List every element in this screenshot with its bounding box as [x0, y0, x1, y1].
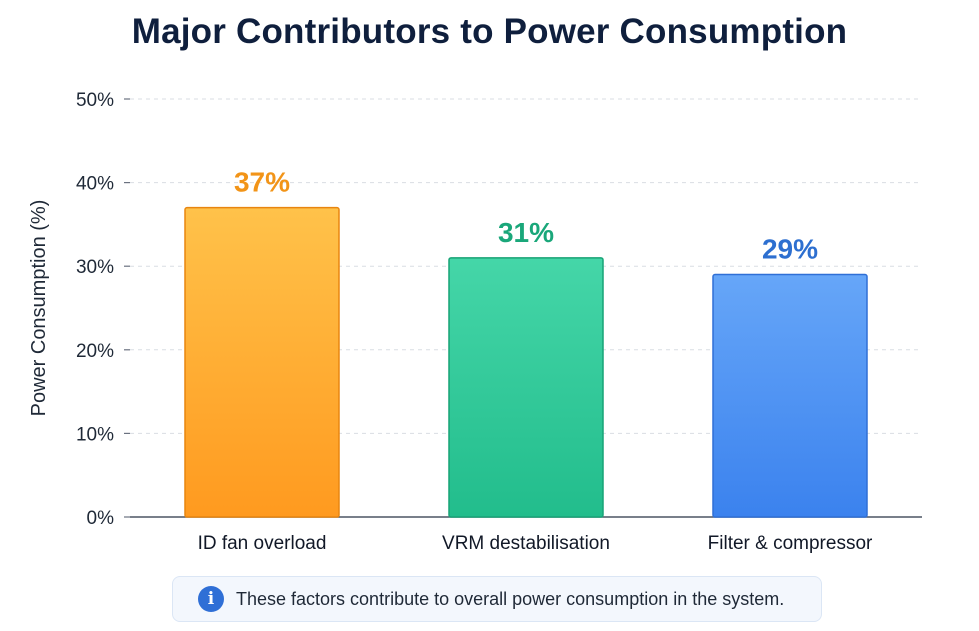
info-note: i These factors contribute to overall po…	[172, 576, 822, 622]
category-label-2: VRM destabilisation	[442, 533, 610, 554]
value-label-1: 37%	[234, 167, 290, 198]
value-label-3: 29%	[762, 234, 818, 265]
bars	[184, 206, 868, 518]
y-axis-ticks: 0% 10% 20% 30% 40% 50%	[76, 90, 130, 529]
chart-title: Major Contributors to Power Consumption	[131, 12, 848, 51]
y-tick-label: 10%	[76, 424, 114, 445]
category-label-1: ID fan overload	[198, 533, 327, 554]
value-labels: 37% 31% 29%	[234, 167, 818, 265]
bar-chart: 0% 10% 20% 30% 40% 50% 37% 31% 29% ID fan overl…	[28, 90, 922, 554]
y-tick-label: 50%	[76, 90, 114, 111]
bar-2	[448, 257, 604, 518]
bar-3	[712, 273, 868, 518]
y-tick-label: 20%	[76, 341, 114, 362]
note-text: These factors contribute to overall powe…	[236, 588, 785, 609]
bar-1	[184, 206, 340, 518]
y-tick-label: 30%	[76, 257, 114, 278]
value-label-2: 31%	[498, 217, 554, 248]
y-axis-label: Power Consumption (%)	[28, 200, 50, 417]
category-labels: ID fan overload VRM destabilisation Filter…	[198, 533, 873, 554]
info-icon: i	[198, 586, 224, 612]
y-tick-label: 0%	[87, 508, 115, 529]
y-tick-label: 40%	[76, 174, 114, 195]
category-label-3: Filter & compressor	[708, 533, 873, 554]
